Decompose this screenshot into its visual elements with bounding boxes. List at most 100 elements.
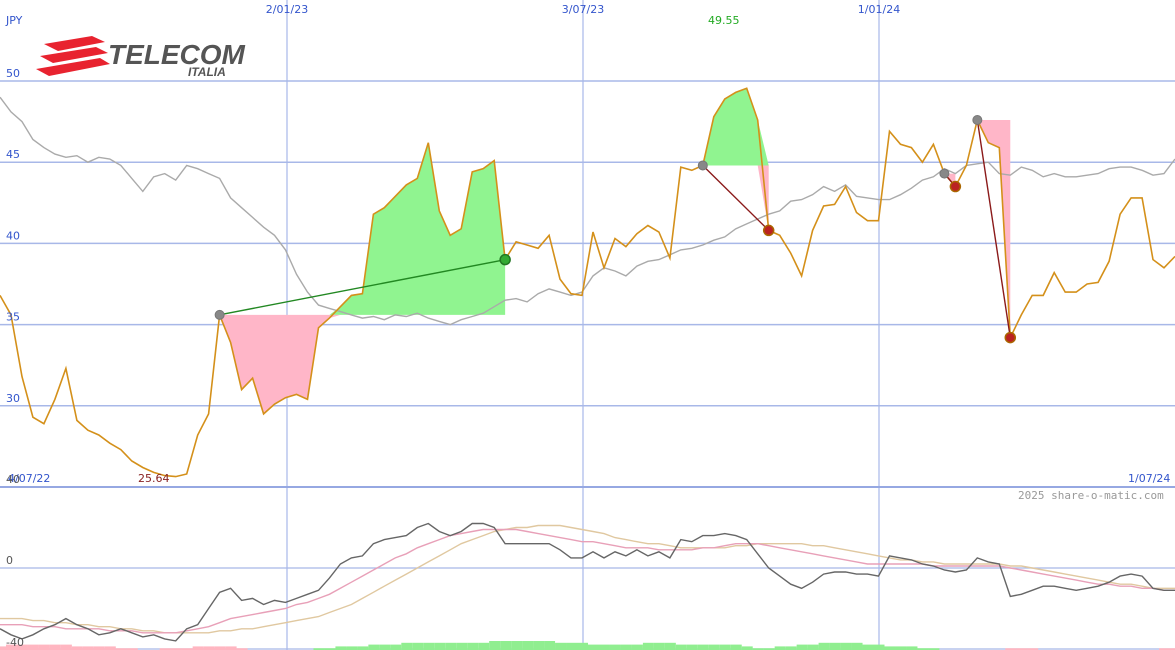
volume-bar-49 <box>533 641 545 650</box>
chart-lines <box>0 87 1175 642</box>
volume-bar-35 <box>379 644 391 650</box>
trade-exit-point-3 <box>1004 331 1017 344</box>
osc-tick-label-40: 40 <box>6 473 20 486</box>
volume-bar-62 <box>675 644 687 650</box>
volume-bar-11 <box>115 648 127 650</box>
volume-bar-1 <box>5 644 17 650</box>
volume-bar-78 <box>851 642 863 650</box>
volume-bar-12 <box>126 648 138 650</box>
volume-bar-84 <box>917 648 929 650</box>
osc-tick-label-0: 0 <box>6 554 13 567</box>
volume-bar-70 <box>763 648 775 650</box>
volume-bar-10 <box>104 646 116 650</box>
volume-bar-42 <box>456 642 468 650</box>
volume-bar-73 <box>796 644 808 650</box>
volume-bar-83 <box>906 646 918 650</box>
volume-bar-107 <box>1170 648 1175 650</box>
volume-bar-77 <box>840 642 852 650</box>
volume-bar-54 <box>587 644 599 650</box>
volume-bar-48 <box>522 641 534 650</box>
logo-brand-name: TELECOM <box>108 39 246 70</box>
low-value-label: 25.64 <box>138 472 170 485</box>
trade-exit-point-1 <box>762 224 775 237</box>
volume-bar-9 <box>93 646 105 650</box>
volume-bar-44 <box>478 642 490 650</box>
volume-bar-65 <box>708 644 720 650</box>
trade-exit-point-0 <box>499 253 511 266</box>
volume-bar-46 <box>500 641 512 650</box>
volume-bar-57 <box>620 644 632 650</box>
y-tick-label-50: 50 <box>6 67 20 80</box>
telecom-italia-logo: TELECOM ITALIA <box>36 36 246 79</box>
volume-bar-3 <box>27 644 39 650</box>
currency-label: JPY <box>5 14 23 27</box>
volume-bar-58 <box>631 644 643 650</box>
trade-entry-point-2 <box>939 168 950 179</box>
volume-bar-38 <box>412 642 424 650</box>
volume-bar-76 <box>829 642 841 650</box>
x-end-label: 1/07/24 <box>1128 472 1170 485</box>
volume-bar-93 <box>1016 648 1028 650</box>
trade-entry-point-1 <box>697 160 708 171</box>
volume-bar-15 <box>159 648 171 650</box>
x-start-label: 4/07/22 <box>8 472 50 485</box>
volume-bar-50 <box>544 641 556 650</box>
volume-bar-6 <box>60 644 72 650</box>
volume-bar-4 <box>38 644 50 650</box>
trade-fill-loss-0 <box>219 314 506 414</box>
volume-bar-85 <box>928 648 940 650</box>
volume-bar-2 <box>16 644 28 650</box>
volume-bar-51 <box>555 642 567 650</box>
volume-bar-94 <box>1027 648 1039 650</box>
volume-bar-80 <box>873 644 885 650</box>
volume-bar-20 <box>214 646 226 650</box>
volume-bar-32 <box>346 646 358 650</box>
volume-bar-92 <box>1005 648 1017 650</box>
volume-bar-18 <box>192 646 204 650</box>
volume-bar-106 <box>1159 648 1171 650</box>
volume-bar-53 <box>577 642 589 650</box>
trade-markers <box>214 114 1017 344</box>
trade-fill-gain-1 <box>702 88 769 166</box>
high-value-label: 49.55 <box>708 14 740 27</box>
logo-wave-icon <box>36 36 110 76</box>
volume-bar-47 <box>511 641 523 650</box>
chart-labels: JPY 4/07/22 1/07/24 2025 share-o-matic.c… <box>5 3 1170 649</box>
volume-bar-81 <box>884 646 896 650</box>
volume-bar-61 <box>664 642 676 650</box>
volume-bar-19 <box>203 646 215 650</box>
osc-main-line <box>0 522 1175 642</box>
volume-bar-74 <box>807 644 819 650</box>
trade-fills <box>0 88 1175 650</box>
trade-exit-point-2 <box>949 180 962 193</box>
osc-slow-line <box>0 524 1175 634</box>
volume-bar-55 <box>598 644 610 650</box>
volume-bar-8 <box>82 646 94 650</box>
x-tick-label-2: 1/01/24 <box>858 3 900 16</box>
volume-bar-67 <box>730 644 742 650</box>
moving-average-line <box>0 96 1175 326</box>
volume-bar-66 <box>719 644 731 650</box>
volume-bar-75 <box>818 642 830 650</box>
x-tick-label-0: 2/01/23 <box>266 3 308 16</box>
volume-bar-60 <box>653 642 665 650</box>
volume-bar-30 <box>324 648 336 650</box>
x-tick-label-1: 3/07/23 <box>562 3 604 16</box>
volume-bar-16 <box>170 648 182 650</box>
trade-connector-0 <box>219 258 506 316</box>
volume-bar-68 <box>741 646 753 650</box>
volume-bar-45 <box>489 641 501 650</box>
volume-bar-56 <box>609 644 621 650</box>
trade-connector-3 <box>976 119 1011 338</box>
volume-bar-63 <box>686 644 698 650</box>
price-line <box>0 87 1175 478</box>
volume-bar-5 <box>49 644 61 650</box>
osc-fast-line <box>0 528 1175 634</box>
volume-bar-37 <box>401 642 413 650</box>
volume-bar-69 <box>752 648 764 650</box>
volume-bar-0 <box>0 646 6 650</box>
volume-bar-22 <box>236 648 248 650</box>
credit-label: 2025 share-o-matic.com <box>1018 489 1164 502</box>
volume-bar-82 <box>895 646 907 650</box>
